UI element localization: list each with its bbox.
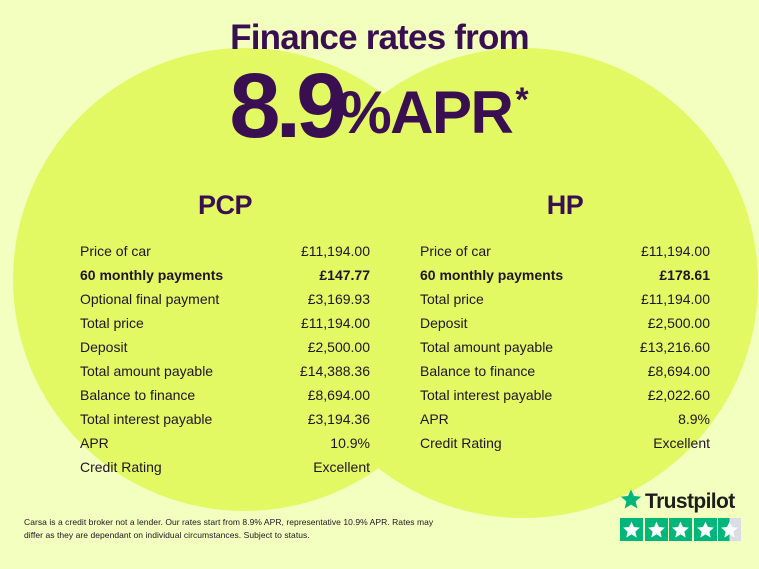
row-value: £11,194.00 bbox=[640, 291, 710, 307]
row-label: Total amount payable bbox=[80, 363, 214, 379]
row-label: Total price bbox=[80, 315, 144, 331]
row-value: Excellent bbox=[653, 435, 710, 451]
rate-asterisk: * bbox=[515, 81, 529, 119]
row-value: £14,388.36 bbox=[299, 363, 370, 379]
plan-table-pcp-body: Price of car £11,194.00 60 monthly payment… bbox=[80, 239, 370, 479]
table-row: Balance to finance £8,694.00 bbox=[80, 383, 370, 407]
headline-rate: 8.9%APR* bbox=[0, 60, 759, 152]
table-row: Optional final payment £3,169.93 bbox=[80, 287, 370, 311]
table-row: Total price £11,194.00 bbox=[80, 311, 370, 335]
row-value: Excellent bbox=[313, 459, 370, 475]
row-label: Credit Rating bbox=[420, 435, 502, 451]
trustpilot-badge[interactable]: Trustpilot bbox=[620, 488, 744, 541]
table-row: APR 10.9% bbox=[80, 431, 370, 455]
row-value: 10.9% bbox=[330, 435, 370, 451]
plan-title-pcp: PCP bbox=[197, 190, 253, 220]
table-row: 60 monthly payments £178.61 bbox=[420, 263, 710, 287]
row-label: Balance to finance bbox=[420, 363, 536, 379]
row-value: £8,694.00 bbox=[307, 387, 370, 403]
row-label: APR bbox=[420, 411, 449, 427]
plan-table-pcp: Price of car £11,194.00 60 monthly payment… bbox=[80, 239, 370, 479]
row-label: Total price bbox=[420, 291, 484, 307]
row-value: £13,216.60 bbox=[639, 339, 710, 355]
row-value: £3,169.93 bbox=[307, 291, 370, 307]
row-label: Total interest payable bbox=[80, 411, 213, 427]
row-label: Price of car bbox=[420, 243, 491, 259]
row-label: Price of car bbox=[80, 243, 151, 259]
row-value: 8.9% bbox=[678, 411, 710, 427]
row-value: £2,022.60 bbox=[647, 387, 710, 403]
row-value: £147.77 bbox=[319, 267, 370, 283]
row-label: Total amount payable bbox=[420, 339, 554, 355]
trustpilot-star-full bbox=[620, 518, 643, 541]
table-row: Total amount payable £13,216.60 bbox=[420, 335, 710, 359]
row-value: £11,194.00 bbox=[640, 243, 710, 259]
table-row: Total price £11,194.00 bbox=[420, 287, 710, 311]
rate-value: 8.9 bbox=[229, 55, 347, 157]
row-value: £11,194.00 bbox=[300, 243, 370, 259]
row-label: Optional final payment bbox=[80, 291, 220, 307]
row-value: £2,500.00 bbox=[307, 339, 370, 355]
row-value: £178.61 bbox=[659, 267, 710, 283]
trustpilot-star-full bbox=[693, 518, 717, 541]
page-title: Finance rates from bbox=[230, 18, 530, 57]
row-label: Deposit bbox=[420, 315, 468, 331]
plan-table-hp-body: Price of car £11,194.00 60 monthly payment… bbox=[420, 239, 710, 455]
trustpilot-star-full bbox=[644, 518, 668, 541]
table-row: Deposit £2,500.00 bbox=[80, 335, 370, 359]
table-row: Credit Rating Excellent bbox=[80, 455, 370, 479]
table-row: Deposit £2,500.00 bbox=[420, 311, 710, 335]
legal-disclaimer: Carsa is a credit broker not a lender. O… bbox=[24, 517, 434, 541]
table-row: Price of car £11,194.00 bbox=[80, 239, 370, 263]
plan-title-hp: HP bbox=[546, 190, 584, 220]
trustpilot-star-icon bbox=[620, 488, 642, 515]
row-label: APR bbox=[80, 435, 109, 451]
table-row: APR 8.9% bbox=[420, 407, 710, 431]
row-value: £3,194.36 bbox=[307, 411, 370, 427]
row-value: £8,694.00 bbox=[647, 363, 710, 379]
table-row: 60 monthly payments £147.77 bbox=[80, 263, 370, 287]
trustpilot-star-full bbox=[669, 518, 692, 541]
row-label: 60 monthly payments bbox=[420, 267, 564, 283]
table-row: Total interest payable £3,194.36 bbox=[80, 407, 370, 431]
row-label: Deposit bbox=[80, 339, 128, 355]
table-row: Price of car £11,194.00 bbox=[420, 239, 710, 263]
finance-plan-pcp: PCP Price of car £11,194.00 60 monthly pay… bbox=[80, 192, 370, 479]
plan-table-hp: Price of car £11,194.00 60 monthly payment… bbox=[420, 239, 710, 455]
rate-unit: %APR bbox=[338, 79, 514, 146]
table-row: Total amount payable £14,388.36 bbox=[80, 359, 370, 383]
row-value: £2,500.00 bbox=[647, 315, 710, 331]
finance-plan-hp: HP Price of car £11,194.00 60 monthly paym… bbox=[420, 192, 710, 455]
table-row: Balance to finance £8,694.00 bbox=[420, 359, 710, 383]
row-label: 60 monthly payments bbox=[80, 267, 224, 283]
trustpilot-wordmark: Trustpilot bbox=[620, 488, 744, 515]
row-label: Credit Rating bbox=[80, 459, 162, 475]
table-row: Total interest payable £2,022.60 bbox=[420, 383, 710, 407]
trustpilot-star-half bbox=[718, 518, 741, 541]
row-label: Balance to finance bbox=[80, 387, 196, 403]
trustpilot-star-rating bbox=[620, 518, 744, 541]
row-value: £11,194.00 bbox=[300, 315, 370, 331]
trustpilot-name: Trustpilot bbox=[645, 489, 735, 513]
table-row: Credit Rating Excellent bbox=[420, 431, 710, 455]
row-label: Total interest payable bbox=[420, 387, 553, 403]
